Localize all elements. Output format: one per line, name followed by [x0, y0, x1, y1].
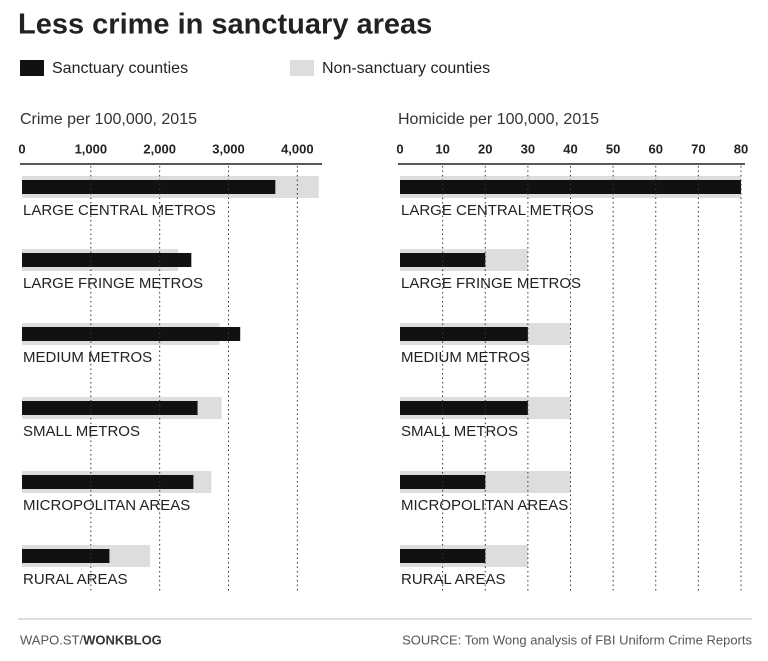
legend-label: Sanctuary counties: [52, 60, 188, 77]
x-tick-label: 4,000: [281, 141, 314, 156]
bar-sanctuary: [22, 180, 276, 194]
footer-site: WAPO.ST/: [20, 632, 83, 647]
x-tick-label: 70: [691, 141, 705, 156]
bar-sanctuary: [400, 253, 486, 267]
category-label: SMALL METROS: [23, 423, 140, 440]
bar-sanctuary: [22, 475, 194, 489]
category-label: LARGE CENTRAL METROS: [23, 202, 216, 219]
x-tick-label: 2,000: [143, 141, 176, 156]
legend-label: Non-sanctuary counties: [322, 60, 490, 77]
subtitle: Crime per 100,000, 2015: [20, 111, 197, 128]
category-label: RURAL AREAS: [23, 571, 127, 588]
category-label: LARGE CENTRAL METROS: [401, 202, 594, 219]
bar-sanctuary: [22, 401, 198, 415]
x-tick-label: 50: [606, 141, 620, 156]
x-tick-label: 20: [478, 141, 492, 156]
legend-swatch: [20, 60, 44, 76]
x-tick-label: 0: [18, 141, 25, 156]
x-tick-label: 40: [563, 141, 577, 156]
footer-blog: WONKBLOG: [83, 632, 162, 647]
subtitle: Homicide per 100,000, 2015: [398, 111, 599, 128]
x-tick-label: 80: [734, 141, 748, 156]
category-label: SMALL METROS: [401, 423, 518, 440]
bar-sanctuary: [400, 180, 741, 194]
x-tick-label: 0: [396, 141, 403, 156]
x-tick-label: 30: [521, 141, 535, 156]
category-label: MICROPOLITAN AREAS: [23, 497, 190, 514]
category-label: RURAL AREAS: [401, 571, 505, 588]
legend-swatch: [290, 60, 314, 76]
bar-sanctuary: [22, 327, 241, 341]
bar-sanctuary: [400, 401, 528, 415]
bar-sanctuary: [400, 327, 528, 341]
x-tick-label: 10: [435, 141, 449, 156]
x-tick-label: 60: [649, 141, 663, 156]
x-tick-label: 3,000: [212, 141, 245, 156]
footer-source: SOURCE: Tom Wong analysis of FBI Uniform…: [402, 632, 752, 647]
category-label: MEDIUM METROS: [23, 349, 152, 366]
category-label: LARGE FRINGE METROS: [23, 275, 203, 292]
title: Less crime in sanctuary areas: [18, 9, 432, 41]
bar-sanctuary: [400, 549, 486, 563]
category-label: MEDIUM METROS: [401, 349, 530, 366]
x-tick-label: 1,000: [75, 141, 108, 156]
category-label: MICROPOLITAN AREAS: [401, 497, 568, 514]
bar-sanctuary: [22, 253, 192, 267]
bar-sanctuary: [22, 549, 110, 563]
category-label: LARGE FRINGE METROS: [401, 275, 581, 292]
